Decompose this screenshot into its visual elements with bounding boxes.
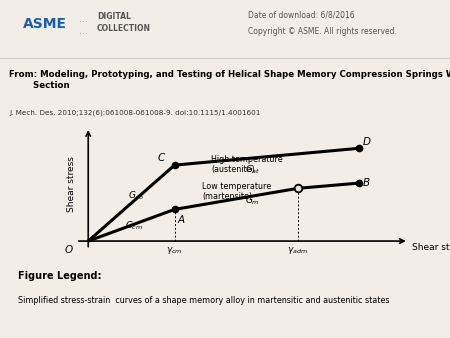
Text: COLLECTION: COLLECTION	[97, 24, 151, 33]
Text: O: O	[65, 245, 73, 255]
Text: Date of download: 6/8/2016: Date of download: 6/8/2016	[248, 11, 354, 20]
Text: D: D	[362, 137, 370, 147]
Text: ASME: ASME	[22, 17, 67, 31]
Text: $G_{ao}$: $G_{ao}$	[128, 190, 145, 202]
Text: $G_{cm}$: $G_{cm}$	[125, 219, 144, 232]
Text: $\gamma_{cm}$: $\gamma_{cm}$	[166, 245, 183, 256]
Text: High temperature
(austenite): High temperature (austenite)	[212, 154, 283, 174]
Text: Copyright © ASME. All rights reserved.: Copyright © ASME. All rights reserved.	[248, 27, 396, 37]
Text: ···
···: ··· ···	[79, 17, 88, 39]
Text: From: Modeling, Prototyping, and Testing of Helical Shape Memory Compression Spr: From: Modeling, Prototyping, and Testing…	[9, 70, 450, 90]
Text: C: C	[158, 153, 165, 163]
Text: B: B	[362, 178, 369, 188]
Text: Simplified stress-strain  curves of a shape memory alloy in martensitic and aust: Simplified stress-strain curves of a sha…	[18, 296, 390, 305]
Text: A: A	[178, 215, 184, 225]
Text: J. Mech. Des. 2010;132(6):061008-061008-9. doi:10.1115/1.4001601: J. Mech. Des. 2010;132(6):061008-061008-…	[9, 109, 261, 116]
Text: $\gamma_{adm}$: $\gamma_{adm}$	[287, 245, 308, 256]
Text: Shear strain: Shear strain	[412, 243, 450, 252]
Text: DIGITAL: DIGITAL	[97, 12, 130, 21]
Text: Shear stress: Shear stress	[67, 156, 76, 212]
Text: Figure Legend:: Figure Legend:	[18, 271, 102, 282]
Text: Low temperature
(martensite): Low temperature (martensite)	[202, 182, 271, 201]
Text: $G_{at}$: $G_{at}$	[245, 164, 261, 176]
Text: $G_{m}$: $G_{m}$	[245, 194, 260, 207]
